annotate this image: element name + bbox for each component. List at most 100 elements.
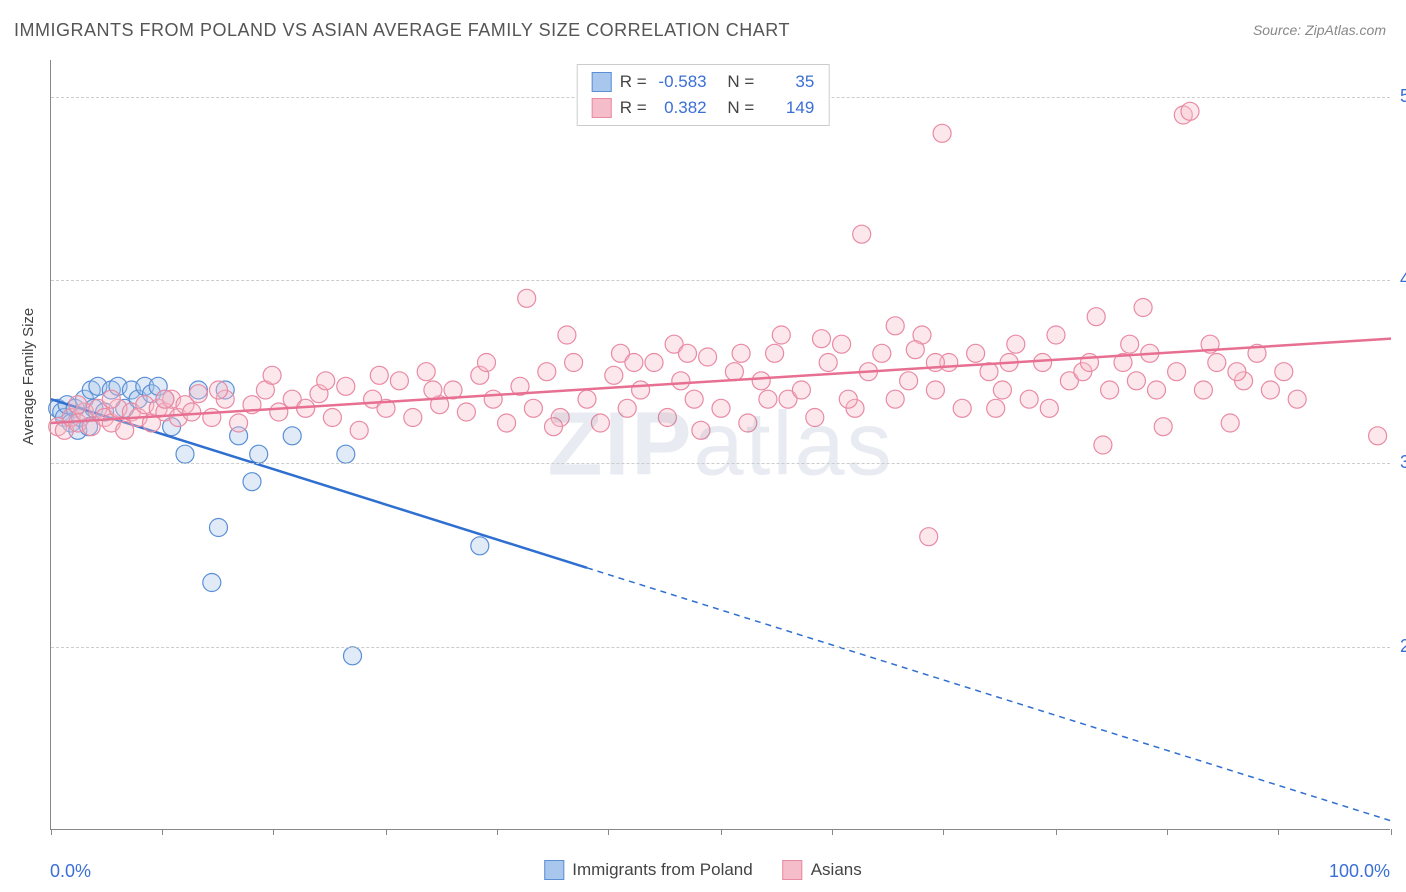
scatter-point (712, 399, 730, 417)
scatter-point (1094, 436, 1112, 454)
legend-swatch (783, 860, 803, 880)
gridline (51, 463, 1390, 464)
scatter-point (792, 381, 810, 399)
scatter-point (1127, 372, 1145, 390)
scatter-point (839, 390, 857, 408)
scatter-point (759, 390, 777, 408)
scatter-point (176, 445, 194, 463)
scatter-point (819, 354, 837, 372)
scatter-point (1020, 390, 1038, 408)
scatter-point (658, 409, 676, 427)
stat-n-value: 35 (762, 72, 814, 92)
scatter-point (424, 381, 442, 399)
scatter-point (772, 326, 790, 344)
scatter-point (478, 354, 496, 372)
scatter-point (1134, 299, 1152, 317)
chart-title: IMMIGRANTS FROM POLAND VS ASIAN AVERAGE … (14, 20, 790, 41)
legend-label: Asians (811, 860, 862, 880)
scatter-point (558, 326, 576, 344)
y-tick-label: 2.00 (1400, 636, 1406, 657)
x-tick (162, 829, 163, 835)
scatter-point (926, 381, 944, 399)
legend-label: Immigrants from Poland (572, 860, 752, 880)
scatter-point (605, 366, 623, 384)
scatter-point (739, 414, 757, 432)
x-tick (386, 829, 387, 835)
scatter-point (116, 421, 134, 439)
scatter-point (920, 528, 938, 546)
source-attribution: Source: ZipAtlas.com (1253, 22, 1386, 38)
gridline (51, 280, 1390, 281)
x-tick (1391, 829, 1392, 835)
scatter-point (618, 399, 636, 417)
scatter-point (685, 390, 703, 408)
scatter-point (1034, 354, 1052, 372)
scatter-point (1221, 414, 1239, 432)
x-tick (1278, 829, 1279, 835)
x-tick (1167, 829, 1168, 835)
legend-stat-row: R = 0.382 N = 149 (592, 95, 815, 121)
scatter-point (102, 390, 120, 408)
stat-r-label: R = (620, 72, 647, 92)
scatter-point (692, 421, 710, 439)
scatter-point (900, 372, 918, 390)
scatter-point (953, 399, 971, 417)
scatter-point (766, 344, 784, 362)
scatter-point (632, 381, 650, 399)
x-tick (273, 829, 274, 835)
scatter-point (833, 335, 851, 353)
scatter-point (1087, 308, 1105, 326)
y-axis-label: Average Family Size (20, 308, 37, 445)
x-tick (51, 829, 52, 835)
scatter-point (1101, 381, 1119, 399)
legend-item: Immigrants from Poland (544, 860, 752, 880)
scatter-point (263, 366, 281, 384)
scatter-point (565, 354, 583, 372)
scatter-point (886, 390, 904, 408)
scatter-point (283, 427, 301, 445)
scatter-point (1194, 381, 1212, 399)
scatter-point (323, 409, 341, 427)
scatter-point (484, 390, 502, 408)
scatter-point (538, 363, 556, 381)
scatter-point (886, 317, 904, 335)
scatter-point (243, 473, 261, 491)
plot-area: ZIPatlas 2.003.004.005.00 (50, 60, 1390, 830)
scatter-point (987, 399, 1005, 417)
scatter-point (679, 344, 697, 362)
series-legend: Immigrants from Poland Asians (544, 860, 861, 880)
scatter-point (250, 445, 268, 463)
scatter-point (390, 372, 408, 390)
scatter-point (337, 377, 355, 395)
scatter-point (873, 344, 891, 362)
scatter-point (1040, 399, 1058, 417)
legend-swatch (544, 860, 564, 880)
scatter-point (203, 574, 221, 592)
correlation-legend: R = -0.583 N = 35 R = 0.382 N = 149 (577, 64, 830, 126)
y-tick-label: 5.00 (1400, 86, 1406, 107)
scatter-point (1007, 335, 1025, 353)
scatter-point (69, 396, 87, 414)
scatter-point (645, 354, 663, 372)
scatter-point (370, 366, 388, 384)
scatter-point (1228, 363, 1246, 381)
legend-stat-row: R = -0.583 N = 35 (592, 69, 815, 95)
scatter-point (1148, 381, 1166, 399)
x-tick (721, 829, 722, 835)
scatter-point (806, 409, 824, 427)
scatter-point (545, 418, 563, 436)
scatter-point (1168, 363, 1186, 381)
scatter-point (1261, 381, 1279, 399)
scatter-point (317, 372, 335, 390)
scatter-point (457, 403, 475, 421)
legend-item: Asians (783, 860, 862, 880)
stat-n-label: N = (727, 98, 754, 118)
scatter-point (725, 363, 743, 381)
scatter-point (270, 403, 288, 421)
scatter-point (183, 403, 201, 421)
chart-svg (51, 60, 1390, 829)
scatter-point (417, 363, 435, 381)
scatter-point (853, 225, 871, 243)
scatter-point (993, 381, 1011, 399)
scatter-point (732, 344, 750, 362)
